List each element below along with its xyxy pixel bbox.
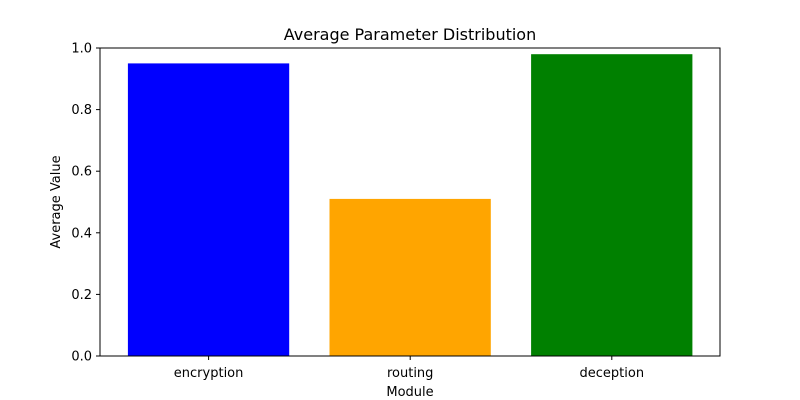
y-tick-label: 0.2 (71, 288, 92, 303)
x-tick-label: encryption (174, 366, 244, 381)
y-tick-label: 0.8 (71, 103, 92, 118)
y-axis-ticks: 0.0 0.2 0.4 0.6 0.8 1.0 (71, 42, 100, 365)
x-tick-label: deception (580, 366, 645, 381)
chart-title: Average Parameter Distribution (284, 25, 536, 44)
x-axis-label: Module (386, 385, 433, 400)
y-axis-label: Average Value (49, 155, 64, 248)
y-tick-label: 1.0 (71, 42, 92, 57)
bars-group (127, 54, 693, 357)
bar-routing (329, 198, 491, 356)
bar-deception (531, 54, 693, 356)
y-tick-label: 0.6 (71, 165, 92, 180)
bar-encryption (127, 63, 290, 357)
y-tick-label: 0.4 (71, 226, 92, 241)
plot-frame (99, 47, 721, 357)
x-axis-ticks: encryption routing deception (174, 356, 644, 381)
x-tick-label: routing (387, 366, 433, 381)
y-tick-label: 0.0 (71, 350, 92, 365)
